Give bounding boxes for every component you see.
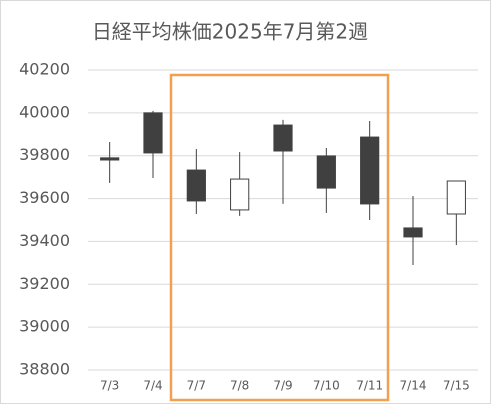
candle-body	[100, 157, 120, 161]
x-tick-label: 7/7	[187, 379, 206, 393]
x-tick-label: 7/8	[230, 379, 249, 393]
y-tick-label: 39000	[19, 317, 70, 336]
x-tick-label: 7/14	[400, 379, 427, 393]
x-tick-label: 7/11	[356, 379, 383, 393]
x-tick-label: 7/10	[313, 379, 340, 393]
y-tick-label: 39600	[19, 188, 70, 207]
highlight-box	[169, 73, 390, 402]
x-tick-label: 7/9	[273, 379, 292, 393]
candle-body	[186, 169, 206, 202]
y-tick-label: 40000	[19, 102, 70, 121]
y-tick-label: 40200	[19, 60, 70, 79]
candle-body	[446, 180, 466, 215]
x-tick-label: 7/4	[143, 379, 162, 393]
y-tick-label: 39400	[19, 231, 70, 250]
candle-body	[143, 112, 163, 154]
y-tick-label: 39800	[19, 145, 70, 164]
candle-body	[230, 178, 250, 211]
chart-title: 日経平均株価2025年7月第2週	[92, 20, 368, 44]
candle-body	[273, 124, 293, 152]
candle-body	[403, 227, 423, 238]
candle-body	[360, 136, 380, 205]
candle-body	[316, 155, 336, 189]
y-tick-label: 39200	[19, 274, 70, 293]
y-tick-label: 38800	[19, 360, 70, 379]
x-tick-label: 7/3	[100, 379, 119, 393]
x-tick-label: 7/15	[443, 379, 470, 393]
